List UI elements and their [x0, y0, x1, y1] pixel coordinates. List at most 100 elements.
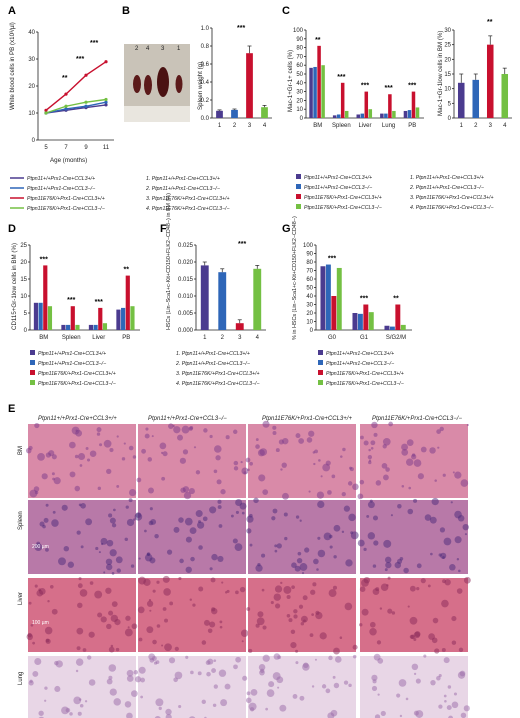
legend-c-1: Ptpn11+/+Prx1-Cre+CCL3+/+ — [304, 175, 372, 181]
tissue-texture — [226, 589, 230, 593]
tissue-texture — [447, 685, 452, 689]
tissue-texture — [253, 497, 259, 504]
bar — [47, 306, 53, 330]
histology-image — [138, 500, 246, 574]
bar — [320, 266, 326, 330]
bar — [336, 267, 342, 330]
tissue-texture — [434, 479, 437, 482]
tissue-texture — [275, 448, 280, 453]
tissue-texture — [416, 587, 420, 591]
tissue-texture — [339, 636, 343, 639]
x-tick-label: 2 — [233, 123, 237, 129]
tissue-texture — [262, 654, 270, 662]
tissue-texture — [454, 471, 462, 479]
tissue-texture — [69, 471, 76, 478]
tissue-texture — [411, 454, 417, 460]
legend-d-2: Ptpn11+/+Prx1-Cre+CCL3−/− — [38, 361, 106, 367]
tissue-texture — [318, 459, 321, 462]
tissue-texture — [217, 555, 224, 562]
tissue-texture — [341, 530, 345, 534]
tissue-texture — [430, 679, 436, 686]
y-tick-label: 0.8 — [201, 44, 210, 50]
legend-a-4: Ptpn11E76K/+Prx1-Cre+CCL3−/− — [27, 206, 105, 212]
y-tick-label: 80 — [306, 260, 313, 266]
tissue-texture — [258, 474, 266, 482]
panel-a-series — [44, 60, 108, 115]
tissue-texture — [198, 586, 204, 592]
panel-b-y-ticks: 0.0 0.2 0.4 0.6 0.8 1.0 — [201, 26, 212, 122]
legend-a-1: Ptpn11+/+Prx1-Cre+CCL3+/+ — [27, 176, 95, 182]
tissue-texture — [193, 446, 197, 449]
tissue-texture — [249, 707, 255, 712]
tissue-texture — [174, 646, 179, 651]
panel-b-bars: 1 2 3 4 — [216, 45, 268, 129]
histology-column-1: Ptpn11+/+Prx1-Cre+CCL3+/+ — [38, 416, 117, 422]
tissue-texture — [403, 567, 409, 574]
tissue-texture — [303, 619, 306, 623]
y-tick-label: 0.015 — [178, 277, 194, 283]
y-tick-label: 20 — [296, 98, 303, 104]
tissue-texture — [415, 678, 421, 684]
y-tick-label: 100 — [293, 28, 304, 34]
bar — [389, 326, 395, 330]
tissue-texture — [343, 505, 351, 512]
tissue-texture — [233, 429, 238, 434]
y-tick-label: 10 — [20, 294, 27, 300]
y-tick-label: 70 — [296, 54, 303, 60]
panel-c-right-bars: 1 2 3 4 — [457, 35, 509, 129]
tissue-texture — [88, 679, 96, 686]
tissue-texture — [173, 526, 180, 533]
tissue-texture — [391, 611, 396, 615]
tissue-texture — [420, 578, 426, 584]
tissue-texture — [379, 607, 383, 610]
tissue-texture — [348, 513, 356, 522]
tissue-texture — [272, 508, 278, 514]
tissue-texture — [80, 545, 84, 549]
tissue-texture — [314, 658, 317, 661]
bar — [321, 65, 325, 118]
tissue-texture — [320, 475, 323, 478]
data-point — [44, 111, 48, 115]
tissue-texture — [427, 584, 431, 588]
data-point — [104, 97, 108, 102]
x-tick-label: BM — [313, 123, 322, 129]
legend-g-2: Ptpn11+/+Prx1-Cre+CCL3−/− — [326, 361, 394, 367]
tissue-texture — [359, 479, 365, 485]
tissue-texture — [164, 618, 168, 623]
y-tick-label: 60 — [296, 63, 303, 69]
tissue-texture — [201, 699, 206, 704]
tissue-texture — [61, 504, 68, 511]
tissue-texture — [100, 616, 107, 623]
tissue-texture — [34, 543, 43, 552]
tissue-texture — [152, 589, 156, 593]
y-tick-label: 80 — [296, 46, 303, 52]
tissue-texture — [385, 561, 392, 569]
tissue-texture — [406, 439, 414, 446]
tissue-texture — [349, 466, 352, 470]
tissue-texture — [69, 441, 76, 449]
tissue-texture — [145, 427, 149, 431]
panel-f-ylabel: HSCs (Lin−Sca1+c-Kit+CD150+FLK2−CD48−) i… — [166, 193, 172, 330]
tissue-texture — [296, 557, 303, 564]
panel-g-bars: G0 G1 S/G2/M — [320, 264, 406, 341]
tissue-texture — [54, 685, 61, 692]
bar — [325, 264, 331, 330]
tissue-texture — [290, 642, 297, 649]
tissue-texture — [385, 467, 390, 472]
tissue-texture — [125, 505, 129, 509]
tissue-texture — [255, 564, 263, 572]
tissue-texture — [111, 523, 117, 528]
tissue-texture — [87, 655, 92, 660]
tissue-texture — [77, 711, 82, 716]
tissue-texture — [396, 693, 401, 698]
tissue-texture — [377, 693, 380, 696]
tissue-texture — [463, 705, 470, 712]
panel-letter-e: E — [8, 403, 15, 415]
tissue-texture — [241, 511, 245, 515]
tissue-texture — [134, 676, 142, 683]
tissue-texture — [274, 585, 283, 593]
tissue-texture — [174, 671, 183, 680]
tissue-texture — [32, 670, 39, 677]
tissue-texture — [179, 457, 187, 464]
tissue-texture — [137, 606, 145, 614]
